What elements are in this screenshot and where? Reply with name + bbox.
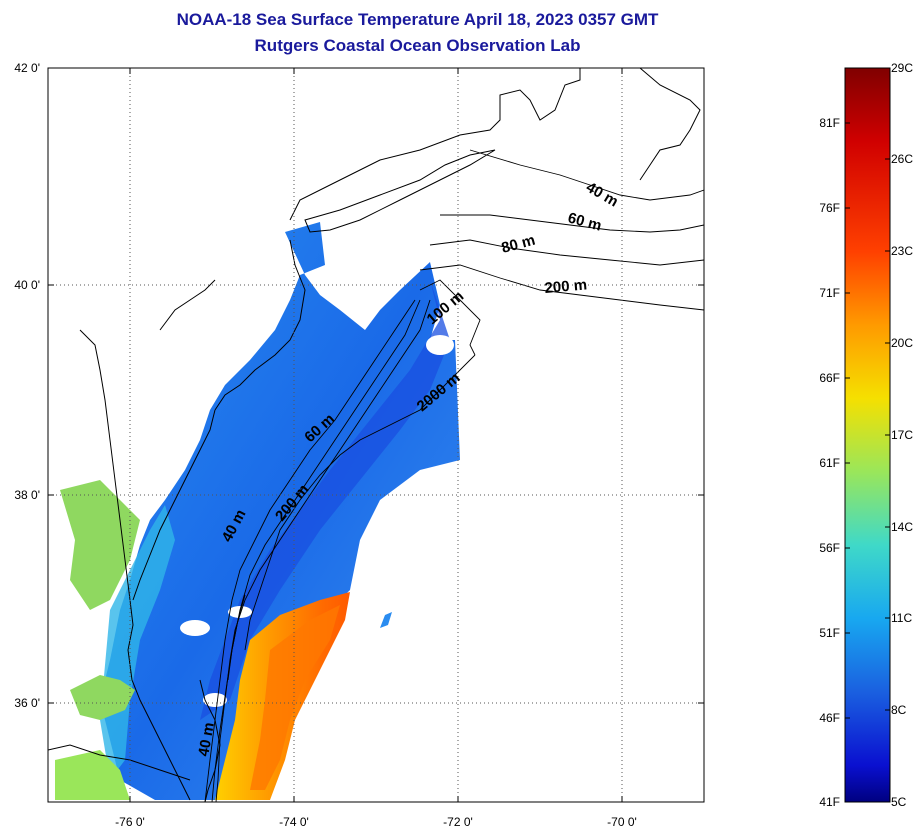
coastline-northeast [289, 68, 581, 221]
cloud-gap [180, 620, 210, 636]
contour-label: 200 m [544, 276, 588, 297]
coastline-chesapeake [79, 329, 191, 801]
colorbar-f-label: 56F [819, 541, 840, 555]
colorbar-f-label: 46F [819, 711, 840, 725]
coastline-delmarva [132, 409, 216, 601]
colorbar [844, 67, 891, 803]
colorbar-c-label: 23C [891, 244, 914, 258]
cape-cod [639, 68, 701, 181]
coastline-new-jersey [214, 239, 306, 411]
coastline-pamlico [48, 744, 191, 781]
lat-label: 42 0' [14, 61, 40, 75]
lat-label: 38 0' [14, 488, 40, 502]
sst-fragment [380, 612, 392, 628]
axis-ticks [48, 67, 704, 802]
colorbar-c-label: 5C [891, 795, 907, 809]
cloud-gap [426, 335, 454, 355]
sst-cold-swath [100, 222, 460, 800]
colorbar-f-label: 76F [819, 201, 840, 215]
sst-bay-patch-south [70, 675, 135, 720]
sst-shelf-band [200, 280, 450, 720]
lon-label: -72 0' [443, 815, 473, 829]
lon-label: -70 0' [607, 815, 637, 829]
sst-gulf-stream-core [250, 605, 340, 790]
graticule [48, 68, 704, 802]
contour-label: 40 m [195, 721, 218, 758]
colorbar-c-label: 17C [891, 428, 914, 442]
colorbar-c-label: 26C [891, 152, 914, 166]
colorbar-ticks [845, 67, 890, 719]
lon-label: -76 0' [115, 815, 145, 829]
river-delaware [159, 279, 216, 331]
colorbar-c-label: 20C [891, 336, 914, 350]
colorbar-c-label: 29C [891, 61, 914, 75]
colorbar-c-label: 14C [891, 520, 914, 534]
lat-label: 40 0' [14, 278, 40, 292]
colorbar-f-label: 41F [819, 795, 840, 809]
colorbar-c-label: 11C [891, 611, 913, 625]
sst-southern-green [55, 750, 130, 800]
sst-bay-patch [60, 480, 140, 610]
coastline-long-island [304, 149, 496, 233]
cloud-gap [203, 693, 227, 707]
colorbar-f-label: 81F [819, 116, 840, 130]
bathymetry-contours [204, 149, 704, 802]
colorbar-f-label: 66F [819, 371, 840, 385]
colorbar-f-label: 61F [819, 456, 840, 470]
colorbar-c-label: 8C [891, 703, 907, 717]
colorbar-f-label: 71F [819, 286, 840, 300]
colorbar-f-label: 51F [819, 626, 840, 640]
map-title: NOAA-18 Sea Surface Temperature April 18… [176, 10, 659, 29]
lon-label: -74 0' [279, 815, 309, 829]
map-subtitle: Rutgers Coastal Ocean Observation Lab [254, 36, 581, 55]
lat-label: 36 0' [14, 696, 40, 710]
